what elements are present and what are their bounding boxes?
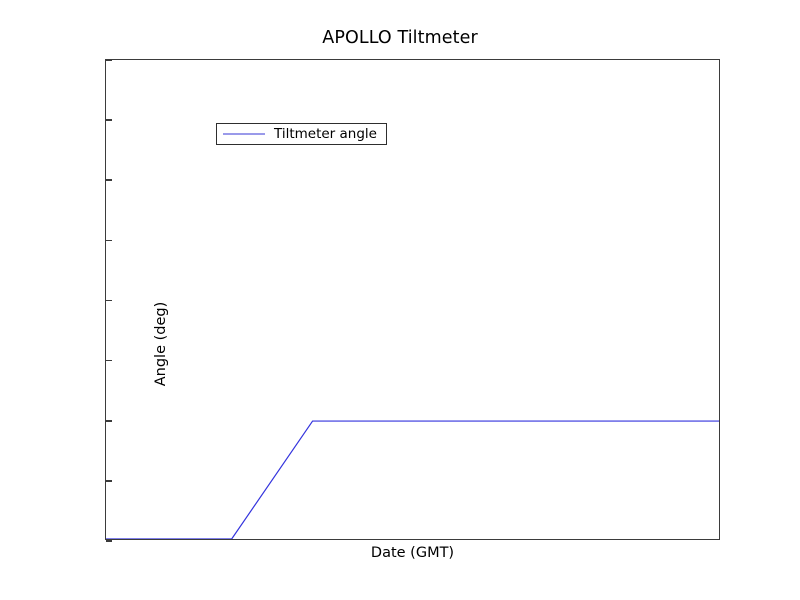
y-tick-label: 30: [0, 352, 1, 370]
y-tick-mark: [106, 480, 112, 482]
y-tick-mark: [106, 59, 112, 61]
y-tick-label: 70: [0, 111, 1, 129]
y-tick-label: 20: [0, 412, 1, 430]
plot-axes: 0 10 20 30 40 50 60 70 80 Tiltmeter angle Angle …: [0, 52, 720, 549]
y-tick-label: 10: [0, 472, 1, 490]
y-tick-mark: [106, 239, 112, 242]
y-tick-label: 40: [0, 292, 1, 310]
y-tick-label: 60: [0, 171, 1, 189]
chart-legend: Tiltmeter angle: [216, 123, 387, 145]
y-tick-mark: [106, 119, 112, 121]
data-line-svg: [106, 60, 719, 539]
y-tick-mark: [106, 299, 112, 302]
y-axis-label: Angle (deg): [153, 301, 169, 387]
y-tick-mark: [106, 419, 112, 422]
plot-area: [106, 60, 719, 539]
y-tick-label: 80: [0, 51, 1, 69]
legend-line-swatch: [223, 133, 265, 135]
x-axis-label: Date (GMT): [370, 545, 455, 561]
y-tick-label: 50: [0, 231, 1, 249]
y-tick-mark: [106, 359, 112, 362]
chart-title: APOLLO Tiltmeter: [322, 28, 478, 48]
y-tick-mark: [106, 540, 112, 542]
legend-label-tiltmeter-angle: Tiltmeter angle: [274, 126, 377, 142]
y-tick-mark: [106, 179, 112, 182]
y-tick-label: 0: [0, 532, 1, 550]
series-tiltmeter-angle-line: [106, 421, 719, 539]
